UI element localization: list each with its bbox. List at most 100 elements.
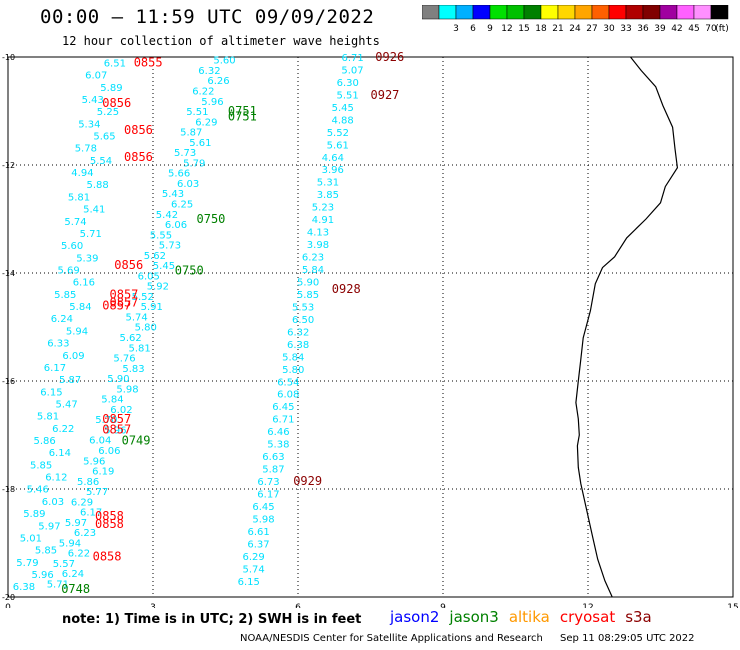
cryosat-swh-value: 5.89 [100, 83, 122, 94]
cryosat-swh-value: 5.94 [66, 326, 88, 337]
sentinel3a-swh-value: 5.51 [337, 90, 359, 101]
jason3-swh-value: 5.76 [113, 354, 135, 365]
jason3-swh-value: 5.96 [83, 456, 105, 467]
cryosat-swh-value: 6.15 [40, 387, 62, 398]
jason3-swh-value: 5.61 [189, 138, 211, 149]
legend-altika: altika [508, 608, 550, 626]
jason3-swh-value: 5.74 [126, 313, 148, 324]
jason3-swh-value: 6.22 [192, 87, 214, 98]
jason3-swh-value: 5.57 [53, 559, 75, 570]
x-tick-label: 3 [150, 603, 156, 608]
jason3-swh-value: 6.24 [62, 569, 84, 580]
x-tick-label: 0 [5, 603, 11, 608]
cryosat-swh-value: 5.89 [23, 509, 45, 520]
cryosat-swh-value: 5.34 [78, 119, 100, 130]
pass-time-label: 0927 [371, 88, 400, 102]
pass-time-label: 0926 [375, 50, 404, 64]
sentinel3a-swh-value: 4.91 [312, 215, 334, 226]
jason3-swh-value: 5.83 [122, 364, 144, 375]
jason3-swh-value: 5.70 [95, 415, 117, 426]
footer-note: note: 1) Time is in UTC; 2) SWH is in fe… [62, 612, 362, 627]
sentinel3a-swh-value: 6.32 [287, 327, 309, 338]
y-tick-label: -14 [2, 269, 15, 278]
cryosat-swh-value: 5.96 [32, 570, 54, 581]
cryosat-swh-value: 6.03 [42, 497, 64, 508]
sentinel3a-swh-value: 6.63 [262, 452, 284, 463]
cryosat-swh-value: 5.01 [20, 534, 42, 545]
sentinel3a-swh-value: 5.85 [297, 290, 319, 301]
cryosat-swh-value: 5.86 [34, 436, 56, 447]
colorbar-unit: (ft) [715, 24, 729, 34]
jason3-swh-value: 5.73 [174, 148, 196, 159]
cryosat-swh-value: 6.16 [73, 278, 95, 289]
cryosat-swh-value: 5.79 [16, 558, 38, 569]
pass-time-label: 0855 [134, 55, 163, 69]
pass-time-label: 0858 [95, 517, 124, 531]
jason3-swh-value: 5.52 [132, 292, 154, 303]
cryosat-swh-value: 5.87 [59, 375, 81, 386]
pass-time-label: 0856 [114, 258, 143, 272]
page-subtitle: 12 hour collection of altimeter wave hei… [62, 34, 380, 48]
jason3-swh-value: 6.17 [80, 508, 102, 519]
pass-time-label: 0751 [228, 109, 257, 123]
colorbar-swatch [710, 5, 729, 20]
jason3-swh-value: 6.06 [165, 220, 187, 231]
jason3-swh-value: 5.86 [77, 477, 99, 488]
jason3-swh-value: 5.77 [86, 487, 108, 498]
pass-time-label: 0751 [228, 104, 257, 118]
credit-text: NOAA/NESDIS Center for Satellite Applica… [240, 633, 543, 644]
cryosat-swh-value: 5.46 [27, 485, 49, 496]
cryosat-swh-value: 6.09 [62, 351, 84, 362]
colorbar-tick-label: 21 [552, 24, 563, 34]
jason3-swh-value: 6.19 [92, 467, 114, 478]
pass-time-label: 0857 [110, 288, 139, 302]
jason3-swh-value: 6.04 [89, 436, 111, 447]
cryosat-swh-value: 5.81 [68, 192, 90, 203]
cryosat-swh-value: 6.07 [85, 71, 107, 82]
cryosat-swh-value: 6.12 [45, 473, 67, 484]
cryosat-swh-value: 5.84 [69, 302, 91, 313]
jason3-swh-value: 5.51 [186, 107, 208, 118]
sentinel3a-swh-value: 6.54 [277, 377, 299, 388]
sentinel3a-swh-value: 5.98 [252, 514, 274, 525]
cryosat-swh-value: 5.97 [38, 521, 60, 532]
colorbar-tick-label: 36 [637, 24, 649, 34]
cryosat-swh-value: 6.24 [51, 314, 73, 325]
x-tick-label: 6 [295, 603, 301, 608]
pass-time-label: 0749 [122, 433, 151, 447]
cryosat-swh-value: 5.85 [30, 460, 52, 471]
wave-height-colorbar: 3 6 9 12 15 18 21 24 27 30 33 36 39 42 45 70(ft) [422, 5, 729, 34]
generated-timestamp: Sep 11 08:29:05 UTC 2022 [560, 633, 695, 644]
jason3-swh-value: 5.84 [101, 395, 123, 406]
pass-time-label: 0858 [95, 509, 124, 523]
jason3-swh-value: 5.62 [144, 251, 166, 262]
pass-time-label: 0928 [332, 282, 361, 296]
colorbar-tick-label: 39 [654, 24, 666, 34]
satellite-legend: jason2 jason3 altika cryosat s3a [390, 608, 662, 626]
jason3-swh-value: 5.55 [150, 230, 172, 241]
colorbar-tick-label: 12 [501, 24, 512, 34]
jason3-swh-value: 6.29 [195, 117, 217, 128]
sentinel3a-swh-value: 6.50 [292, 315, 314, 326]
sentinel3a-swh-value: 5.23 [312, 203, 334, 214]
jason3-swh-value: 6.05 [138, 271, 160, 282]
sentinel3a-swh-value: 5.31 [317, 178, 339, 189]
cryosat-swh-value: 4.94 [71, 168, 93, 179]
sentinel3a-swh-value: 4.88 [332, 115, 354, 126]
sentinel3a-swh-value: 5.80 [282, 365, 304, 376]
sentinel3a-swh-value: 3.85 [317, 190, 339, 201]
sentinel3a-swh-value: 6.38 [287, 340, 309, 351]
colorbar-tick-label: 9 [487, 24, 493, 34]
pass-time-label: 0856 [102, 96, 131, 110]
legend-jason2: jason2 [390, 608, 440, 626]
jason3-swh-value: 5.98 [116, 384, 138, 395]
sentinel3a-swh-value: 6.08 [277, 390, 299, 401]
sentinel3a-swh-value: 6.45 [272, 402, 294, 413]
y-tick-label: -10 [2, 53, 15, 62]
cryosat-swh-value: 5.43 [82, 95, 104, 106]
jason3-swh-value: 6.25 [171, 200, 193, 211]
jason3-swh-value: 6.22 [68, 549, 90, 560]
jason3-swh-value: 5.43 [162, 189, 184, 200]
jason3-swh-value: 5.45 [153, 261, 175, 272]
jason3-swh-value: 5.92 [147, 282, 169, 293]
